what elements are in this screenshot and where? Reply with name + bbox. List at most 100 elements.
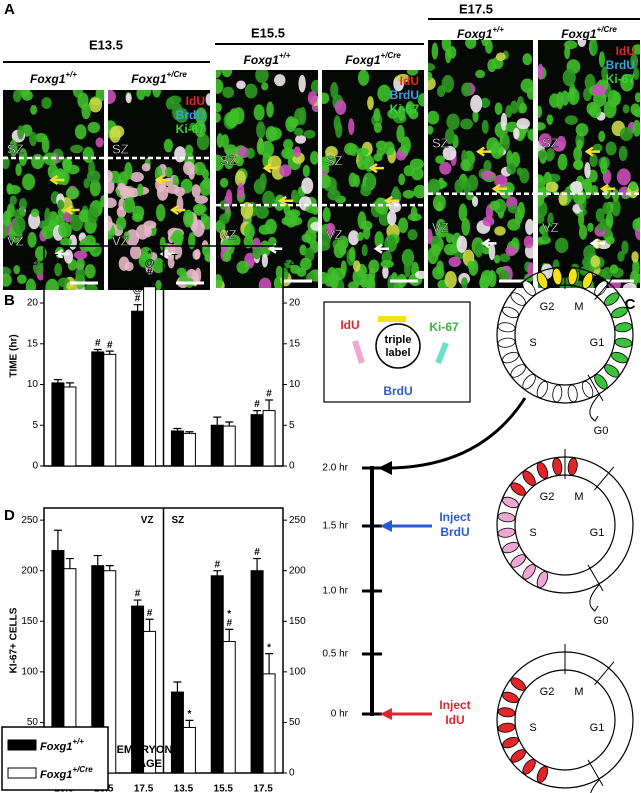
cell bbox=[183, 161, 195, 176]
cell-oval bbox=[497, 322, 516, 333]
cell bbox=[428, 125, 434, 135]
y-tick-label: 25 bbox=[27, 257, 39, 268]
cell bbox=[353, 174, 360, 188]
y-tick-label: 10 bbox=[289, 379, 301, 390]
cell bbox=[255, 205, 269, 219]
cell bbox=[415, 270, 424, 279]
cell bbox=[617, 251, 625, 262]
cell bbox=[590, 255, 601, 268]
cell bbox=[274, 74, 286, 87]
arrow bbox=[368, 163, 384, 174]
cell bbox=[538, 63, 544, 80]
y-tick-label: 200 bbox=[21, 565, 38, 576]
cell bbox=[228, 234, 241, 248]
cell bbox=[139, 246, 153, 262]
bar bbox=[103, 353, 117, 467]
x-tick-label: 17.5 bbox=[253, 784, 273, 793]
gene-name: Foxg1 bbox=[457, 27, 493, 41]
phase: S bbox=[529, 337, 536, 349]
cell bbox=[557, 153, 568, 171]
cell bbox=[441, 74, 455, 93]
cell bbox=[300, 257, 312, 271]
cell bbox=[556, 135, 567, 151]
significance: * bbox=[187, 709, 191, 720]
cell bbox=[360, 185, 372, 197]
cell bbox=[573, 146, 583, 162]
cell bbox=[408, 108, 419, 120]
cell bbox=[467, 260, 476, 270]
cell bbox=[192, 249, 200, 260]
cell bbox=[376, 147, 385, 157]
cell-oval bbox=[502, 351, 519, 364]
cell bbox=[630, 103, 640, 116]
cell-oval bbox=[510, 292, 526, 306]
cell bbox=[73, 250, 88, 260]
significance: # bbox=[226, 618, 232, 629]
error-bar bbox=[213, 570, 222, 576]
genotype: +/+ bbox=[279, 51, 291, 60]
error-bar bbox=[65, 557, 74, 569]
cell bbox=[293, 146, 301, 158]
genotype-label: Foxg1+/+ bbox=[30, 70, 77, 86]
cell bbox=[83, 178, 90, 189]
cell bbox=[592, 143, 603, 153]
bar bbox=[131, 310, 145, 467]
cell bbox=[601, 66, 608, 81]
cell bbox=[30, 208, 40, 218]
phase: G2 bbox=[540, 301, 555, 313]
cell bbox=[111, 125, 125, 138]
cell bbox=[577, 40, 587, 47]
cell-oval bbox=[502, 306, 519, 319]
legend-swatch bbox=[7, 739, 37, 751]
cell bbox=[331, 267, 346, 281]
cell bbox=[63, 249, 74, 264]
cell bbox=[82, 146, 95, 163]
cell-oval bbox=[510, 482, 526, 496]
cell bbox=[498, 269, 510, 282]
cell bbox=[564, 45, 571, 60]
cell bbox=[396, 124, 405, 143]
title: VZ bbox=[141, 515, 154, 526]
cell bbox=[589, 153, 598, 167]
cell-oval bbox=[567, 457, 578, 476]
arrow bbox=[154, 174, 170, 186]
cell bbox=[87, 121, 101, 134]
cell bbox=[428, 71, 433, 81]
arrow bbox=[584, 146, 600, 157]
cell bbox=[118, 256, 130, 271]
cell bbox=[400, 136, 411, 154]
gene-name: Foxg1 bbox=[244, 53, 280, 67]
cell bbox=[202, 244, 210, 257]
cell bbox=[205, 93, 210, 106]
cell bbox=[578, 224, 588, 240]
cell bbox=[633, 67, 640, 81]
phase: G0 bbox=[594, 425, 609, 437]
bar bbox=[250, 570, 264, 774]
cell bbox=[283, 139, 294, 150]
stain-label: IdU bbox=[186, 94, 205, 108]
zone-label: SZ bbox=[7, 141, 24, 156]
cell bbox=[165, 97, 175, 110]
genotype: +/Cre bbox=[381, 51, 402, 60]
cell-oval bbox=[502, 736, 519, 749]
bar bbox=[210, 575, 224, 774]
cell bbox=[432, 266, 445, 280]
phase: G1 bbox=[590, 722, 605, 734]
gene-name: Foxg1 bbox=[30, 72, 66, 86]
cell bbox=[184, 144, 194, 157]
stain-label: BrdU bbox=[606, 58, 635, 72]
cell bbox=[22, 173, 36, 191]
cell bbox=[382, 265, 389, 279]
cell bbox=[108, 215, 113, 232]
bar bbox=[63, 386, 77, 467]
cell bbox=[348, 118, 355, 135]
zone-label: VZ bbox=[112, 233, 129, 248]
cell bbox=[322, 240, 331, 251]
cell bbox=[108, 169, 113, 183]
cell bbox=[495, 52, 506, 62]
cell bbox=[581, 178, 592, 191]
cell bbox=[12, 208, 26, 219]
cell bbox=[152, 90, 162, 98]
significance: * bbox=[267, 642, 271, 653]
timeline-label: 0 hr bbox=[331, 709, 349, 720]
